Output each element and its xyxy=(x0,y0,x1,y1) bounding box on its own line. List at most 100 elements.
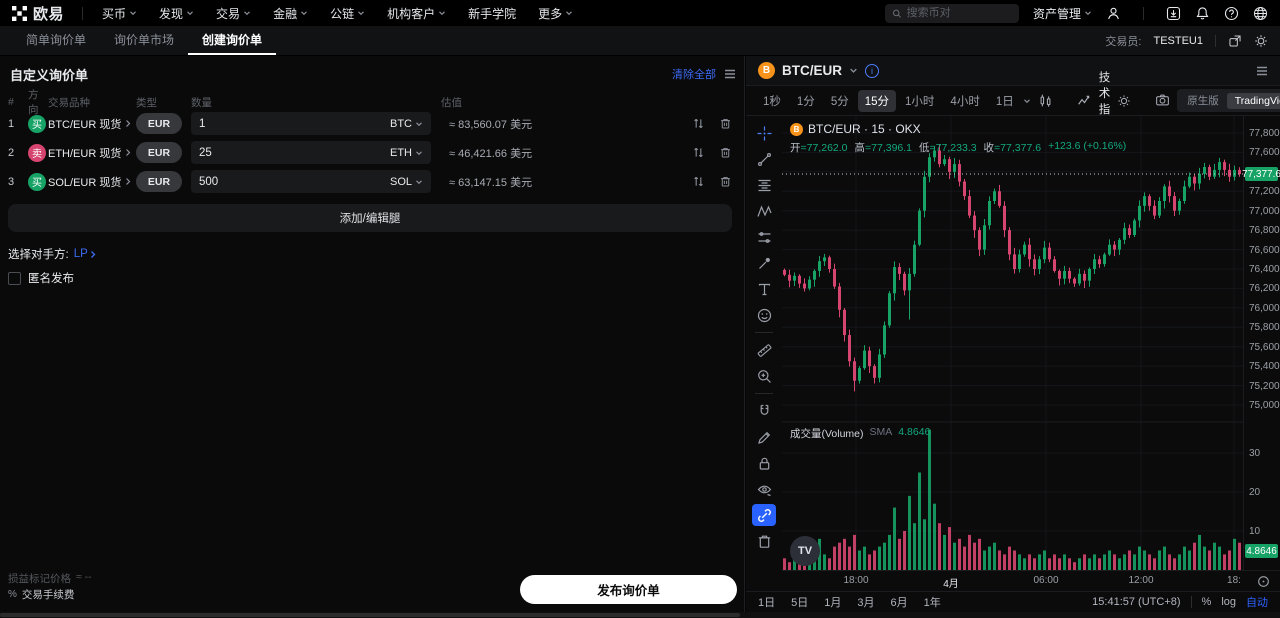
timeframe-tf-4h[interactable]: 4小时 xyxy=(950,95,980,108)
hide-drawings-eye-icon[interactable] xyxy=(752,478,776,500)
unit-selector[interactable]: SOL xyxy=(390,176,423,188)
unit-selector[interactable]: ETH xyxy=(390,147,423,159)
range-5d[interactable]: 5日 xyxy=(791,597,809,609)
amount-input[interactable] xyxy=(199,175,384,188)
swap-direction-icon[interactable] xyxy=(692,117,705,130)
unit-selector[interactable]: BTC xyxy=(390,118,423,130)
nav-item-discover[interactable]: 发现 xyxy=(148,5,205,22)
drawing-mode-pencil-icon[interactable] xyxy=(752,426,776,448)
brush-tool-icon[interactable] xyxy=(752,252,776,274)
scroll-to-realtime-icon[interactable] xyxy=(1257,575,1270,588)
info-icon[interactable]: i xyxy=(865,63,879,78)
timeframe-tf-15m[interactable]: 15分 xyxy=(857,89,897,112)
currency-type-pill[interactable]: EUR xyxy=(136,113,182,134)
menu-icon[interactable] xyxy=(724,68,736,80)
chevron-down-icon[interactable] xyxy=(849,66,858,75)
range-1mo[interactable]: 1月 xyxy=(824,597,842,609)
nav-item-finance[interactable]: 金融 xyxy=(262,5,319,22)
help-icon[interactable] xyxy=(1224,6,1239,21)
instrument-selector[interactable]: ETH/EUR 现货 xyxy=(48,145,136,161)
tab-create-rfq[interactable]: 创建询价单 xyxy=(188,26,277,55)
swap-direction-icon[interactable] xyxy=(692,146,705,159)
magnet-tool-icon[interactable] xyxy=(752,400,776,422)
anonymous-checkbox[interactable] xyxy=(8,271,21,285)
chart-type-candles-icon[interactable] xyxy=(1033,93,1058,108)
nav-item-institutional[interactable]: 机构客户 xyxy=(376,5,457,22)
nav-item-academy[interactable]: 新手学院 xyxy=(457,5,527,22)
percent-scale-button[interactable]: % xyxy=(1201,596,1212,608)
language-globe-icon[interactable] xyxy=(1253,6,1268,21)
clear-all-button[interactable]: 清除全部 xyxy=(672,69,716,81)
timeframe-tf-5m[interactable]: 5分 xyxy=(830,95,849,108)
indicator-settings-gear-icon[interactable] xyxy=(1112,94,1136,108)
timeframe-tf-1h[interactable]: 1小时 xyxy=(905,95,935,108)
snapshot-camera-icon[interactable] xyxy=(1150,93,1175,108)
profile-icon[interactable] xyxy=(1106,6,1121,21)
trendline-tool-icon[interactable] xyxy=(752,148,776,170)
zoom-in-tool-icon[interactable] xyxy=(752,365,776,387)
search-box[interactable] xyxy=(884,3,1019,23)
indicator-icon[interactable] xyxy=(1072,93,1097,108)
nav-item-buy-crypto[interactable]: 买币 xyxy=(91,5,148,22)
settings-gear-icon[interactable] xyxy=(1254,34,1268,48)
log-scale-button[interactable]: log xyxy=(1221,596,1236,608)
nav-item-trade[interactable]: 交易 xyxy=(205,5,262,22)
amount-input[interactable] xyxy=(199,146,384,159)
price-axis[interactable]: 77,800.0 77,600.0 77,200.0 77,000.0 76,800.0… xyxy=(1242,116,1280,570)
currency-type-pill[interactable]: EUR xyxy=(136,142,182,163)
text-tool-icon[interactable] xyxy=(752,278,776,300)
amount-input[interactable] xyxy=(199,117,384,130)
native-mode-button[interactable]: 原生版 xyxy=(1187,95,1219,107)
timeframe-tf-1d[interactable]: 1日 xyxy=(995,95,1014,108)
scrollbar-handle[interactable] xyxy=(0,613,740,617)
range-1d[interactable]: 1日 xyxy=(758,597,776,609)
nav-item-more[interactable]: 更多 xyxy=(527,5,584,22)
download-app-icon[interactable] xyxy=(1166,6,1181,21)
currency-type-pill[interactable]: EUR xyxy=(136,171,182,192)
notifications-icon[interactable] xyxy=(1195,6,1210,21)
auto-scale-button[interactable]: 自动 xyxy=(1246,597,1268,609)
time-axis[interactable]: 18:00 4月 06:00 12:00 18: xyxy=(782,570,1280,592)
chart-legend-title[interactable]: BTC/EUR · 15 · OKX xyxy=(808,122,921,136)
okx-logo[interactable]: 欧易 xyxy=(12,3,64,24)
fee-label[interactable]: 交易手续费 xyxy=(21,589,75,601)
panel-menu-icon[interactable] xyxy=(1256,65,1268,77)
emoji-tool-icon[interactable] xyxy=(752,304,776,326)
delete-icon[interactable] xyxy=(719,117,732,130)
delete-icon[interactable] xyxy=(719,146,732,159)
measure-ruler-tool-icon[interactable] xyxy=(752,339,776,361)
range-6mo[interactable]: 6月 xyxy=(890,597,908,609)
share-icon[interactable] xyxy=(1228,34,1242,48)
leg-index: 1 xyxy=(8,117,15,130)
chevron-down-icon xyxy=(301,11,308,16)
delete-icon[interactable] xyxy=(719,175,732,188)
instrument-selector[interactable]: SOL/EUR 现货 xyxy=(48,174,136,190)
add-edit-legs-button[interactable]: 添加/编辑腿 xyxy=(8,204,732,232)
crosshair-tool-icon[interactable] xyxy=(752,122,776,144)
candlestick-chart[interactable] xyxy=(782,116,1243,570)
tab-rfq-market[interactable]: 询价单市场 xyxy=(114,33,175,47)
tab-simple-rfq[interactable]: 简单询价单 xyxy=(26,33,87,47)
xabcd-pattern-tool-icon[interactable] xyxy=(752,200,776,222)
fib-retracement-tool-icon[interactable] xyxy=(752,174,776,196)
assets-menu[interactable]: 资产管理 xyxy=(1033,5,1092,22)
tradingview-logo[interactable]: TV xyxy=(790,536,820,566)
publish-rfq-button[interactable]: 发布询价单 xyxy=(520,575,737,604)
range-1y[interactable]: 1年 xyxy=(923,597,941,609)
timeframe-tf-1s[interactable]: 1秒 xyxy=(763,95,781,108)
search-input[interactable] xyxy=(906,7,1012,19)
instrument-selector[interactable]: BTC/EUR 现货 xyxy=(48,116,136,132)
clock[interactable]: 15:41:57 (UTC+8) xyxy=(1092,596,1181,608)
swap-direction-icon[interactable] xyxy=(692,175,705,188)
range-3mo[interactable]: 3月 xyxy=(857,597,875,609)
timeframe-tf-1m[interactable]: 1分 xyxy=(796,95,815,108)
sync-drawings-link-icon[interactable] xyxy=(752,504,776,526)
lock-drawings-icon[interactable] xyxy=(752,452,776,474)
price-axis-label: 75,400.0 xyxy=(1249,361,1280,373)
page-scrollbar[interactable] xyxy=(0,612,1280,618)
remove-drawings-trash-icon[interactable] xyxy=(752,530,776,552)
position-tool-icon[interactable] xyxy=(752,226,776,248)
nav-item-chain[interactable]: 公链 xyxy=(319,5,376,22)
tradingview-mode-button[interactable]: TradingView xyxy=(1226,92,1280,109)
counterparty-selector[interactable]: LP xyxy=(74,248,97,260)
